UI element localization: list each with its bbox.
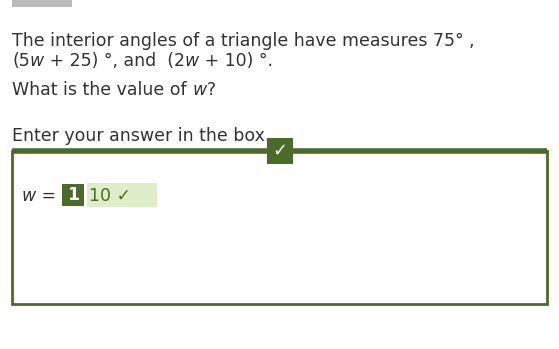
Text: w: w bbox=[22, 187, 36, 205]
FancyBboxPatch shape bbox=[12, 0, 72, 7]
Text: (5: (5 bbox=[12, 52, 30, 70]
Text: Enter your answer in the box.: Enter your answer in the box. bbox=[12, 127, 271, 145]
FancyBboxPatch shape bbox=[62, 184, 84, 206]
Text: w: w bbox=[192, 81, 206, 99]
Text: + 25) °, and  (2: + 25) °, and (2 bbox=[44, 52, 185, 70]
Text: ?: ? bbox=[206, 81, 216, 99]
Text: ✓: ✓ bbox=[272, 142, 287, 160]
Text: What is the value of: What is the value of bbox=[12, 81, 192, 99]
Text: w: w bbox=[30, 52, 44, 70]
FancyBboxPatch shape bbox=[87, 183, 157, 207]
Text: 10 ✓: 10 ✓ bbox=[89, 187, 131, 205]
FancyBboxPatch shape bbox=[12, 151, 547, 304]
Text: The interior angles of a triangle have measures 75° ,: The interior angles of a triangle have m… bbox=[12, 32, 475, 50]
FancyBboxPatch shape bbox=[267, 138, 292, 164]
Text: + 10) °.: + 10) °. bbox=[199, 52, 273, 70]
Text: =: = bbox=[36, 187, 62, 205]
Text: w: w bbox=[185, 52, 199, 70]
Text: 1: 1 bbox=[67, 186, 79, 204]
